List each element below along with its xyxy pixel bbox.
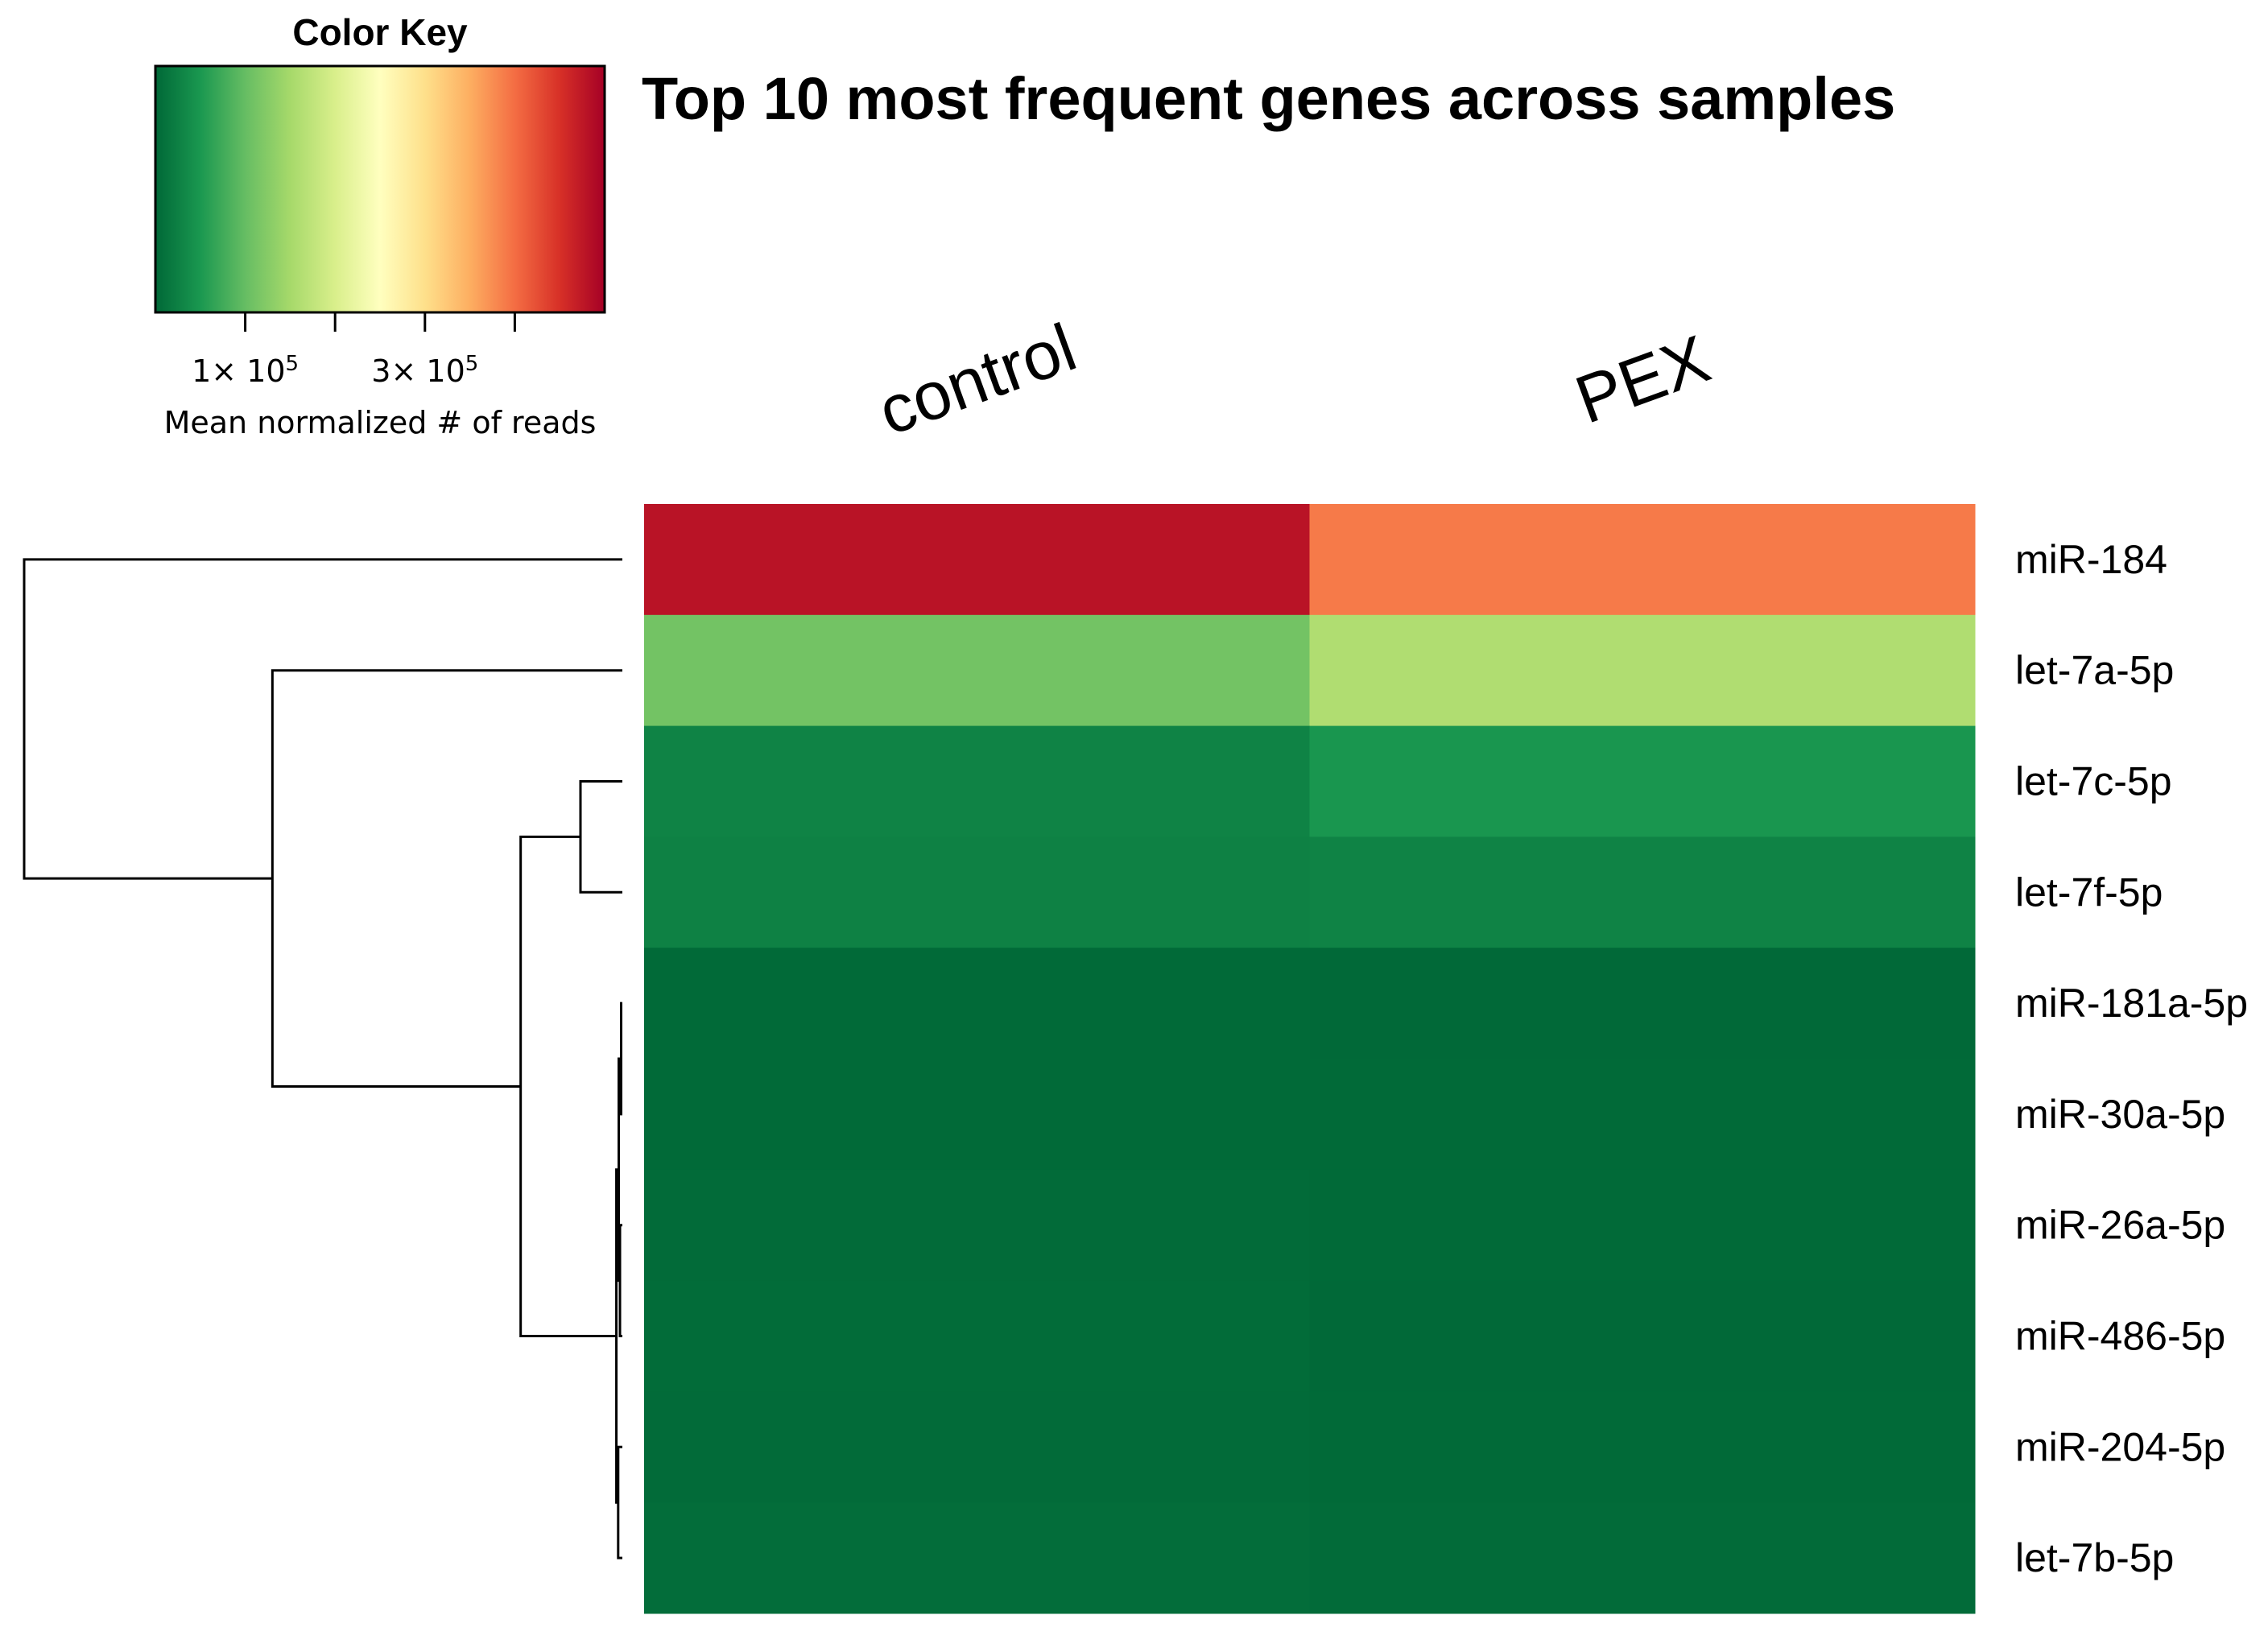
heatmap-cell — [1309, 1059, 1976, 1171]
color-key: Color Key 1× 105 3× 105 Mean normalized #… — [154, 11, 606, 440]
row-label: miR-204-5p — [2015, 1424, 2225, 1469]
row-dendrogram — [23, 558, 623, 1559]
heatmap-cell — [644, 1169, 1310, 1282]
color-key-bar — [154, 64, 606, 314]
color-key-tick-labels: 1× 105 3× 105 — [192, 352, 478, 389]
heatmap-cell — [644, 725, 1310, 837]
heatmap-cell — [644, 1391, 1310, 1503]
heatmap-cell — [644, 1059, 1310, 1171]
row-label: let-7b-5p — [2015, 1535, 2174, 1580]
color-key-axis-label: Mean normalized # of reads — [164, 405, 597, 440]
heatmap-cell — [644, 504, 1310, 616]
heatmap-cell — [1309, 504, 1976, 616]
row-labels: miR-184 let-7a-5p let-7c-5p let-7f-5p miR-18… — [2015, 537, 2248, 1580]
row-label: let-7a-5p — [2015, 648, 2174, 693]
heatmap-cell — [644, 948, 1310, 1060]
heatmap-cell — [1309, 836, 1976, 948]
row-label: let-7f-5p — [2015, 870, 2163, 915]
column-label: PEX — [1566, 320, 1719, 438]
row-label: miR-184 — [2015, 537, 2167, 582]
heatmap-cells — [644, 504, 1976, 1614]
heatmap-cell — [1309, 1169, 1976, 1282]
column-label: control — [869, 309, 1085, 450]
chart-title: Top 10 most frequent genes across sample… — [642, 65, 1895, 132]
color-key-ticks — [244, 312, 516, 332]
row-label: let-7c-5p — [2015, 759, 2172, 804]
dendrogram-branch — [579, 780, 622, 894]
color-key-tick-label: 1× 105 — [192, 352, 299, 389]
dendrogram-branch — [617, 1445, 622, 1559]
heatmap-cell — [1309, 1502, 1976, 1614]
row-label: miR-26a-5p — [2015, 1203, 2225, 1248]
heatmap-cell — [644, 1502, 1310, 1614]
row-label: miR-181a-5p — [2015, 981, 2248, 1026]
color-key-title: Color Key — [292, 11, 468, 53]
column-labels: control PEX — [869, 309, 1719, 450]
dendrogram-branch — [23, 558, 622, 880]
heatmap-cell — [644, 836, 1310, 948]
dendrogram-branch — [519, 835, 617, 1337]
heatmap-cell — [1309, 948, 1976, 1060]
heatmap-cell — [1309, 725, 1976, 837]
heatmap-cell — [1309, 614, 1976, 727]
heatmap-cell — [1309, 1280, 1976, 1392]
heatmap-cell — [1309, 1391, 1976, 1503]
dendrogram-branch — [271, 669, 622, 1088]
heatmap-cell — [644, 614, 1310, 727]
row-label: miR-30a-5p — [2015, 1092, 2225, 1137]
row-label: miR-486-5p — [2015, 1314, 2225, 1359]
color-key-tick-label: 3× 105 — [371, 352, 478, 389]
dendrogram-branch — [618, 1224, 622, 1337]
heatmap-cell — [644, 1280, 1310, 1392]
